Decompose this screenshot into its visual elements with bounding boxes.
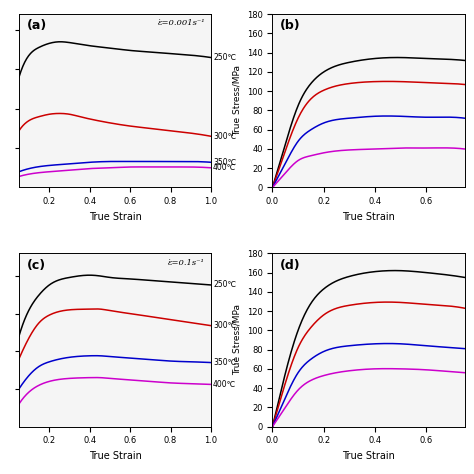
Text: (a): (a) <box>27 19 47 32</box>
X-axis label: True Strain: True Strain <box>89 212 141 222</box>
Text: ε̇=0.001s⁻¹: ε̇=0.001s⁻¹ <box>158 19 205 27</box>
Y-axis label: True Stress/MPa: True Stress/MPa <box>232 65 241 137</box>
Text: 250℃: 250℃ <box>213 53 236 62</box>
Text: 250℃: 250℃ <box>213 281 236 290</box>
Text: 350℃: 350℃ <box>213 158 236 167</box>
Text: ε̇=0.1s⁻¹: ε̇=0.1s⁻¹ <box>168 258 205 266</box>
Text: 300℃: 300℃ <box>213 321 236 330</box>
Text: (d): (d) <box>280 258 301 272</box>
X-axis label: True Strain: True Strain <box>342 451 395 461</box>
Text: (b): (b) <box>280 19 301 32</box>
Text: 400℃: 400℃ <box>213 380 236 389</box>
Text: 300℃: 300℃ <box>213 132 236 141</box>
X-axis label: True Strain: True Strain <box>89 451 141 461</box>
Text: (c): (c) <box>27 258 46 272</box>
Text: 350℃: 350℃ <box>213 358 236 367</box>
X-axis label: True Strain: True Strain <box>342 212 395 222</box>
Text: 400℃: 400℃ <box>213 164 236 173</box>
Y-axis label: True Stress/MPa: True Stress/MPa <box>232 304 241 375</box>
